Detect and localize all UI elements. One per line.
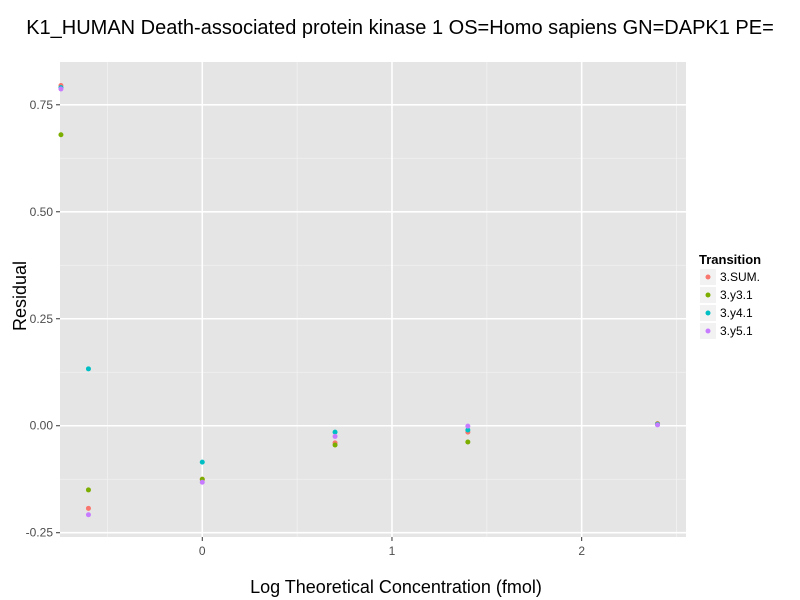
legend-marker [705, 328, 711, 334]
y-tick-label: 0.50 [30, 205, 54, 219]
data-point [199, 479, 205, 485]
data-point [332, 433, 338, 439]
y-tick-label: 0.25 [30, 312, 54, 326]
legend-marker [705, 292, 711, 298]
legend-marker [705, 274, 711, 280]
data-point [655, 422, 661, 428]
legend-title: Transition [699, 252, 761, 267]
x-tick-label: 0 [199, 544, 206, 558]
data-point [199, 459, 205, 465]
y-axis-ticks: -0.25 0.00 0.25 0.50 0.75 [26, 98, 60, 540]
data-point [85, 512, 91, 518]
data-point [85, 487, 91, 493]
chart-title: K1_HUMAN Death-associated protein kinase… [26, 17, 774, 39]
grid-minor [60, 62, 686, 537]
legend-items: 3.SUM. 3.y3.1 3.y4.1 3.y5.1 [700, 269, 760, 339]
data-point [58, 132, 64, 138]
y-tick-label: -0.25 [26, 526, 54, 540]
data-point [58, 86, 64, 92]
data-point [85, 366, 91, 372]
x-axis-label: Log Theoretical Concentration (fmol) [250, 577, 542, 597]
grid-major [60, 62, 686, 537]
legend-label: 3.y3.1 [720, 288, 753, 302]
data-point [465, 423, 471, 429]
x-tick-label: 1 [389, 544, 396, 558]
plot-panel [60, 62, 686, 537]
data-point [332, 442, 338, 448]
data-points [58, 83, 661, 518]
y-axis-label: Residual [10, 261, 30, 331]
legend-label: 3.SUM. [720, 270, 760, 284]
x-tick-label: 2 [578, 544, 585, 558]
data-point [85, 505, 91, 511]
legend: Transition 3.SUM. 3.y3.1 3.y4.1 3.y5.1 [699, 252, 761, 339]
legend-label: 3.y5.1 [720, 324, 753, 338]
data-point [465, 427, 471, 433]
data-point [465, 439, 471, 445]
data-point [332, 429, 338, 435]
legend-label: 3.y4.1 [720, 306, 753, 320]
legend-marker [705, 310, 711, 316]
y-tick-label: 0.00 [30, 419, 54, 433]
x-axis-ticks: 0 1 2 [199, 537, 585, 558]
y-tick-label: 0.75 [30, 98, 54, 112]
